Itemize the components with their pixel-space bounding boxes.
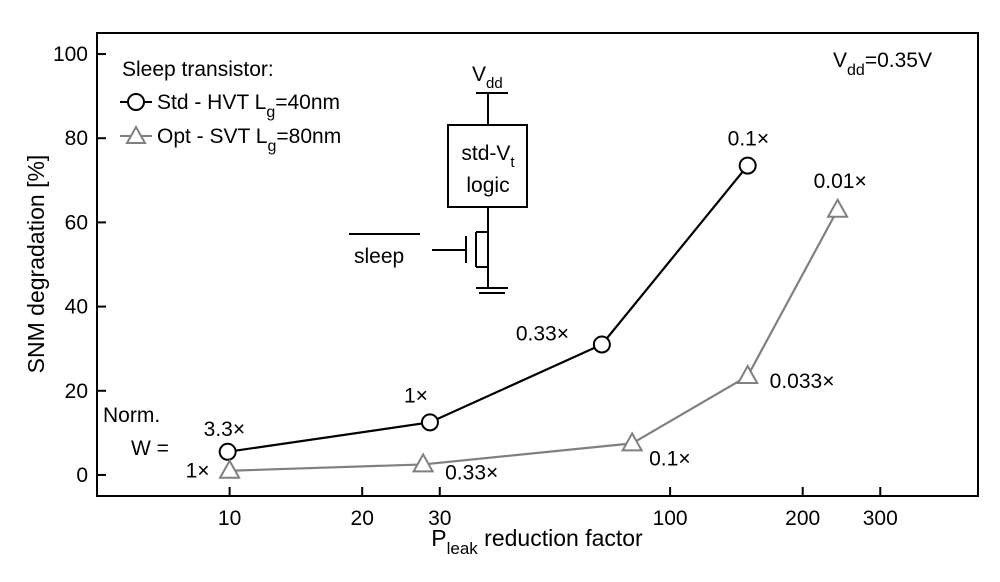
x-tick-label: 30: [428, 507, 451, 530]
x-tick-label: 20: [351, 507, 374, 530]
data-point: [738, 156, 757, 175]
inset-schematic: Vdd std-Vt logic sleep: [349, 63, 528, 294]
series-circle: 3.3× 1× 0.33× 0.1×: [204, 128, 769, 461]
data-point: [736, 363, 759, 385]
y-axis-label: SNM degradation [%]: [23, 155, 49, 374]
data-point: [420, 413, 439, 432]
inset-logic-line1: std-Vt: [461, 142, 515, 171]
data-point: [218, 458, 241, 479]
y-tick-label: 20: [65, 380, 88, 403]
vdd-annotation-rest: =0.35V: [865, 49, 932, 72]
data-point: [826, 197, 849, 218]
data-point: [620, 431, 644, 452]
y-tick-label: 60: [65, 211, 88, 234]
x-tick-label: 200: [785, 507, 820, 530]
x-tick-label: 10: [218, 507, 241, 530]
inset-vdd-label: Vdd: [472, 63, 503, 92]
inset-vdd-sub: dd: [486, 75, 503, 92]
point-label: 0.1×: [649, 447, 690, 470]
vdd-annotation-sub: dd: [847, 62, 865, 79]
vdd-annotation: Vdd=0.35V: [833, 49, 932, 79]
legend-entry-opt: Opt - SVT Lg=80nm: [157, 125, 341, 155]
y-tick-label: 80: [65, 127, 88, 150]
data-point: [592, 335, 611, 354]
x-axis-ticks: 10 20 30 100 200 300: [218, 487, 898, 530]
legend-std-rest: =40nm: [275, 91, 340, 114]
norm-label-line2: W =: [131, 437, 169, 460]
point-label: 1×: [404, 384, 428, 407]
x-tick-label: 300: [863, 507, 898, 530]
legend-marker-opt: [125, 124, 147, 144]
legend-std-main: Std - HVT L: [157, 91, 266, 114]
legend-entry-std: Std - HVT Lg=40nm: [157, 91, 340, 121]
inset-logic-line2: logic: [466, 174, 509, 197]
point-label: 0.1×: [728, 128, 769, 151]
legend-opt-main: Opt - SVT L: [157, 125, 268, 148]
inset-logic-line1-main: std-V: [461, 142, 510, 165]
legend-marker-std: [127, 93, 145, 111]
y-tick-label: 0: [76, 464, 88, 487]
x-axis-label: Pleak reduction factor: [431, 525, 643, 558]
vdd-annotation-main: V: [833, 49, 847, 72]
plot-frame: [96, 32, 979, 497]
x-axis-label-sub: leak: [447, 539, 479, 558]
inset-vdd-main: V: [472, 63, 486, 86]
point-label: 0.033×: [770, 370, 835, 393]
y-tick-label: 100: [53, 43, 88, 66]
point-label: 1×: [186, 460, 210, 483]
point-label: 0.33×: [445, 461, 498, 484]
legend-opt-rest: =80nm: [276, 125, 341, 148]
series-line: [227, 164, 749, 453]
x-axis-label-main: P: [431, 525, 446, 551]
y-tick-label: 40: [65, 296, 88, 319]
norm-label-line1: Norm.: [103, 404, 160, 427]
x-tick-label: 100: [653, 507, 688, 530]
point-label: 0.01×: [814, 170, 867, 193]
point-label: 0.33×: [516, 322, 569, 345]
inset-sleep-label: sleep: [354, 245, 404, 268]
legend-std-sub: g: [266, 104, 275, 121]
legend-title: Sleep transistor:: [122, 58, 274, 81]
y-axis-ticks: 0 20 40 60 80 100: [53, 43, 106, 487]
legend: Sleep transistor: Std - HVT Lg=40nm Opt …: [120, 58, 341, 155]
inset-logic-line1-sub: t: [510, 154, 515, 171]
point-label: 3.3×: [204, 418, 245, 441]
x-axis-label-rest: reduction factor: [478, 525, 643, 551]
series-triangle: 1× 0.33× 0.1× 0.033× 0.01×: [186, 170, 867, 485]
data-point: [411, 452, 435, 473]
legend-opt-sub: g: [268, 138, 277, 155]
data-point: [218, 442, 237, 461]
inset-logic-block: [447, 124, 528, 208]
series-layer: 3.3× 1× 0.33× 0.1× 1× 0.33× 0.1× 0.033× 0.01×: [186, 128, 867, 485]
